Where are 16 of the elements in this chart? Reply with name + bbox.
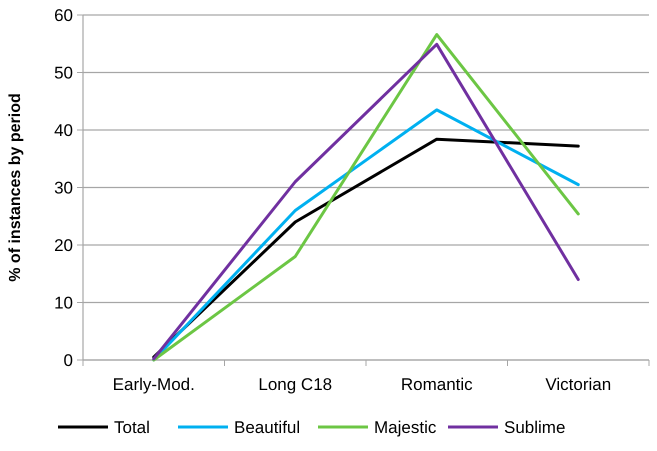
x-tick-label: Romantic <box>400 375 474 394</box>
y-axis-title: % of instances by period <box>7 93 24 282</box>
legend-label: Total <box>114 418 150 437</box>
legend-label: Sublime <box>504 418 566 437</box>
legend-label: Beautiful <box>234 418 300 437</box>
y-tick-label: 0 <box>64 350 73 370</box>
y-tick-label: 50 <box>54 63 73 82</box>
y-tick-label: 60 <box>54 6 73 25</box>
x-tick-label: Early-Mod. <box>112 375 195 394</box>
legend-label: Majestic <box>374 418 437 437</box>
x-tick-label: Long C18 <box>258 375 332 394</box>
y-tick-label: 20 <box>54 236 73 255</box>
y-tick-label: 40 <box>54 120 73 140</box>
y-tick-label: 10 <box>54 293 73 312</box>
x-tick-label: Victorian <box>545 375 612 394</box>
y-tick-label: 30 <box>54 178 73 198</box>
